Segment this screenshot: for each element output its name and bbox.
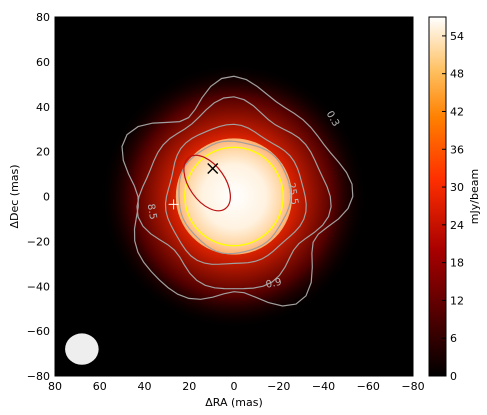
y-tick-label: −20 (27, 235, 50, 248)
contour-label: 0.9 (265, 277, 283, 291)
y-tick-label: 0 (43, 191, 50, 204)
x-tick-label: −60 (357, 380, 380, 393)
contour-line (121, 75, 354, 307)
colorbar-tick-label: 48 (450, 68, 464, 81)
colorbar-tick-label: 30 (450, 181, 464, 194)
y-tick-label: −60 (27, 325, 50, 338)
x-tick-label: 60 (93, 380, 107, 393)
contour-label: 25.5 (285, 182, 300, 206)
y-tick-label: −80 (27, 370, 50, 383)
colorbar-tick-label: 12 (450, 294, 464, 307)
contour-label: 8.5 (145, 203, 159, 221)
x-tick-label: −80 (401, 380, 424, 393)
colorbar-tick-label: 0 (450, 370, 457, 383)
cross-marker (207, 162, 219, 174)
source-core (175, 138, 293, 255)
x-tick-label: 80 (48, 380, 62, 393)
y-tick-label: 20 (36, 146, 50, 159)
x-axis-label: ΔRA (mas) (205, 396, 263, 409)
contour-line (178, 140, 292, 255)
colorbar-tick-label: 6 (450, 332, 457, 345)
colorbar-tick-label: 18 (450, 257, 464, 270)
x-tick-label: 0 (231, 380, 238, 393)
uniform-disk-circle (184, 146, 284, 247)
contour-line (164, 123, 307, 265)
colorbar (428, 16, 447, 377)
colorbar-label: mJy/beam (468, 169, 481, 224)
colorbar-tick-label: 36 (450, 143, 464, 156)
beam-ellipse (65, 333, 99, 365)
y-axis-label: ΔDec (mas) (8, 164, 21, 228)
y-tick-label: 80 (36, 11, 50, 24)
x-tick-label: 20 (182, 380, 196, 393)
contours: 0.30.98.525.5 (121, 75, 354, 307)
plus-marker (168, 199, 179, 210)
colorbar-tick-label: 24 (450, 219, 464, 232)
y-tick-label: −40 (27, 280, 50, 293)
y-tick-label: 60 (36, 56, 50, 69)
colorbar-tick-label: 54 (450, 30, 464, 43)
x-tick-label: −20 (267, 380, 290, 393)
x-tick-label: −40 (312, 380, 335, 393)
colorbar-tick-label: 42 (450, 105, 464, 118)
contour-line (136, 96, 332, 290)
x-tick-label: 40 (138, 380, 152, 393)
y-tick-label: 40 (36, 101, 50, 114)
inner-ellipse-contour (183, 154, 231, 212)
